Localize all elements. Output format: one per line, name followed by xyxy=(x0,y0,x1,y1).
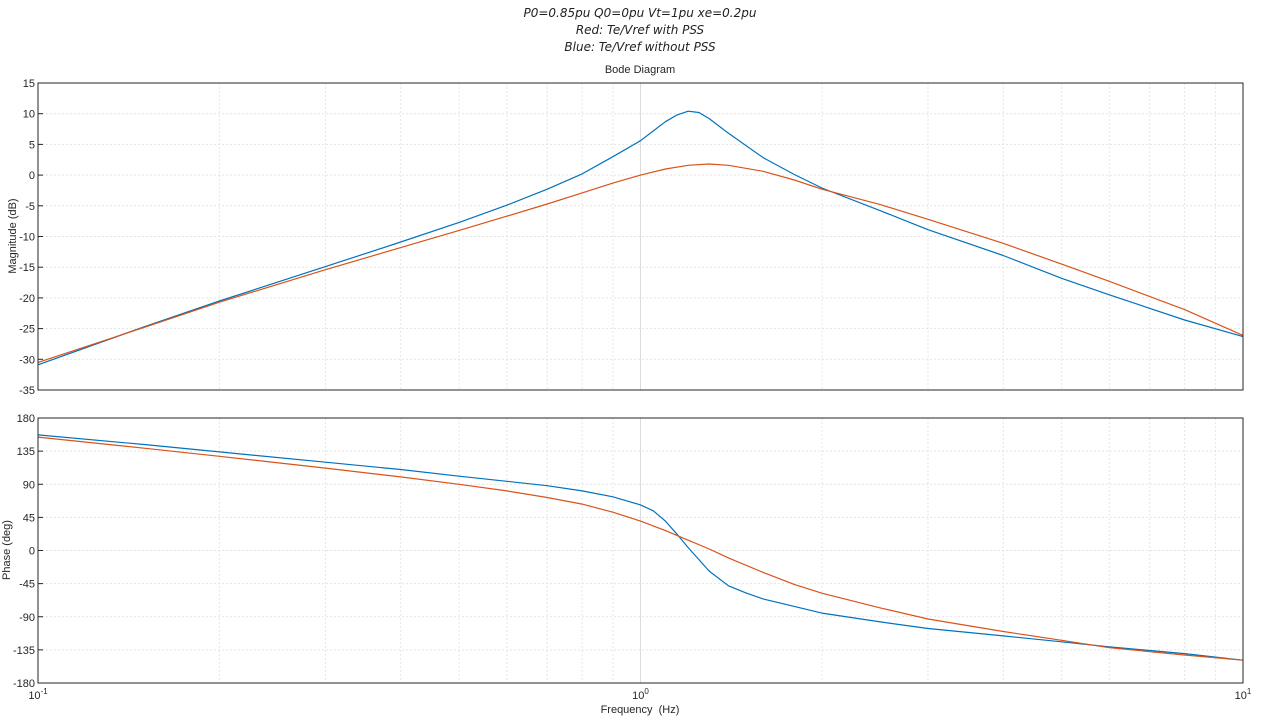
phase-xlabel: Frequency (Hz) xyxy=(601,704,680,716)
magnitude-panel: 15 10 5 0 -5 -10 -15 -20 -25 -30 -35 Magnitude (dB… xyxy=(7,78,1244,397)
magnitude-ytick-label: 10 xyxy=(23,109,35,121)
magnitude-ytick-label: -35 xyxy=(19,385,35,397)
magnitude-ytick-label: -10 xyxy=(19,232,35,244)
caption-line-operating-point: P0=0.85pu Q0=0pu Vt=1pu xe=0.2pu xyxy=(523,6,757,20)
phase-panel: 180 135 90 45 0 -45 -90 -135 -180 10-1 100 101 Pha… xyxy=(1,413,1252,716)
phase-grid xyxy=(38,418,1243,683)
phase-ytick-label: -180 xyxy=(13,678,35,690)
caption-line-blue-legend: Blue: Te/Vref without PSS xyxy=(564,40,716,54)
magnitude-ytick-label: 5 xyxy=(29,139,35,151)
phase-series-line-red xyxy=(37,436,1244,661)
magnitude-series-line-blue xyxy=(37,110,1244,366)
phase-ytick-label: -135 xyxy=(13,645,35,657)
x-tick-label: 101 xyxy=(1235,687,1252,702)
phase-ytick-label: 135 xyxy=(17,446,35,458)
x-tick-label: 100 xyxy=(632,687,649,702)
magnitude-ytick-label: -30 xyxy=(19,354,35,366)
magnitude-ytick-label: -5 xyxy=(25,201,35,213)
magnitude-grid xyxy=(38,83,1243,390)
phase-ytick-label: 90 xyxy=(23,479,35,491)
caption-line-red-legend: Red: Te/Vref with PSS xyxy=(575,23,705,37)
phase-ytick-label: 45 xyxy=(23,512,35,524)
phase-ylabel: Phase (deg) xyxy=(1,520,13,580)
magnitude-ytick-label: 0 xyxy=(29,170,35,182)
magnitude-ytick-label: -25 xyxy=(19,324,35,336)
magnitude-series-line-red xyxy=(37,163,1244,363)
phase-series-line-blue xyxy=(37,434,1244,661)
figure-caption: P0=0.85pu Q0=0pu Vt=1pu xe=0.2pu Red: Te… xyxy=(0,5,1280,56)
magnitude-y-ticks: 15 10 5 0 -5 -10 -15 -20 -25 -30 -35 xyxy=(19,78,43,397)
magnitude-ytick-label: -15 xyxy=(19,262,35,274)
x-tick-labels: 10-1 100 101 xyxy=(28,687,1252,702)
magnitude-series-group xyxy=(37,110,1244,366)
phase-ytick-label: 180 xyxy=(17,413,35,425)
chart-title: Bode Diagram xyxy=(605,64,675,76)
phase-y-ticks: 180 135 90 45 0 -45 -90 -135 -180 xyxy=(13,413,43,690)
phase-ytick-label: 0 xyxy=(29,546,35,558)
phase-ytick-label: -90 xyxy=(19,612,35,624)
magnitude-ylabel: Magnitude (dB) xyxy=(7,198,19,273)
magnitude-ytick-label: 15 xyxy=(23,78,35,90)
magnitude-ytick-label: -20 xyxy=(19,293,35,305)
phase-ytick-label: -45 xyxy=(19,579,35,591)
phase-series-group xyxy=(37,434,1244,661)
x-tick-label: 10-1 xyxy=(28,687,48,702)
